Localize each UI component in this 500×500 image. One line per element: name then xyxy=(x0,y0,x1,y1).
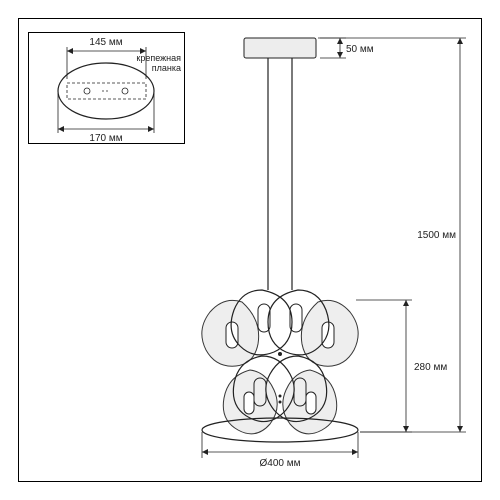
main-drawing: 50 мм xyxy=(0,0,500,500)
fixture-group: 50 мм xyxy=(202,38,466,469)
canopy-dim: 50 мм xyxy=(346,44,374,55)
diameter-dim: Ø400 мм xyxy=(260,458,301,469)
page: 145 мм крепежная планка 170 мм xyxy=(0,0,500,500)
total-height-dim: 1500 мм xyxy=(417,230,456,241)
lamp-body xyxy=(202,290,358,434)
body-height-dim: 280 мм xyxy=(414,362,447,373)
